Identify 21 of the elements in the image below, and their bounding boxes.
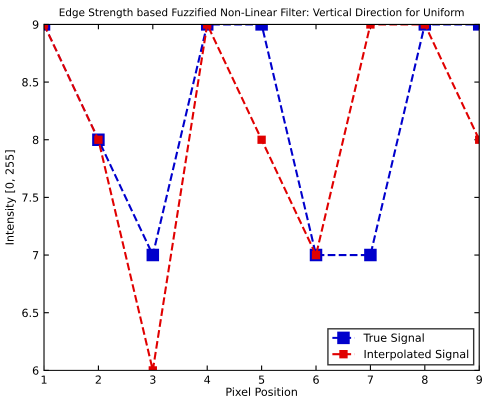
- legend-label: Interpolated Signal: [364, 350, 468, 360]
- x-tick-label: 1: [42, 376, 47, 384]
- x-tick-label: 4: [204, 376, 210, 384]
- x-tick-label: 6: [313, 375, 319, 384]
- y-tick-label: 7: [32, 251, 38, 260]
- legend-label: True Signal: [363, 333, 424, 344]
- y-tick-label: 8: [32, 136, 38, 144]
- chart-title: Edge Strength based Fuzzified Non-Linear Filter: Vertical Direction for Uniform: [60, 8, 464, 18]
- x-tick-label: 8: [422, 375, 428, 384]
- y-axis-title: Intensity [0, 255]: [5, 150, 16, 244]
- y-tick-label: 7.5: [22, 194, 38, 202]
- y-tick-label: 6: [32, 366, 38, 375]
- y-tick-label: 9: [32, 20, 38, 29]
- x-axis-title: Pixel Position: [226, 387, 297, 396]
- x-tick-label: 3: [150, 375, 156, 384]
- x-tick-label: 5: [258, 376, 264, 384]
- x-tick-label: 2: [96, 375, 101, 384]
- y-tick-label: 8.5: [22, 78, 38, 86]
- x-tick-label: 9: [476, 375, 482, 384]
- x-tick-label: 7: [368, 376, 374, 384]
- y-tick-label: 6.5: [22, 308, 38, 318]
